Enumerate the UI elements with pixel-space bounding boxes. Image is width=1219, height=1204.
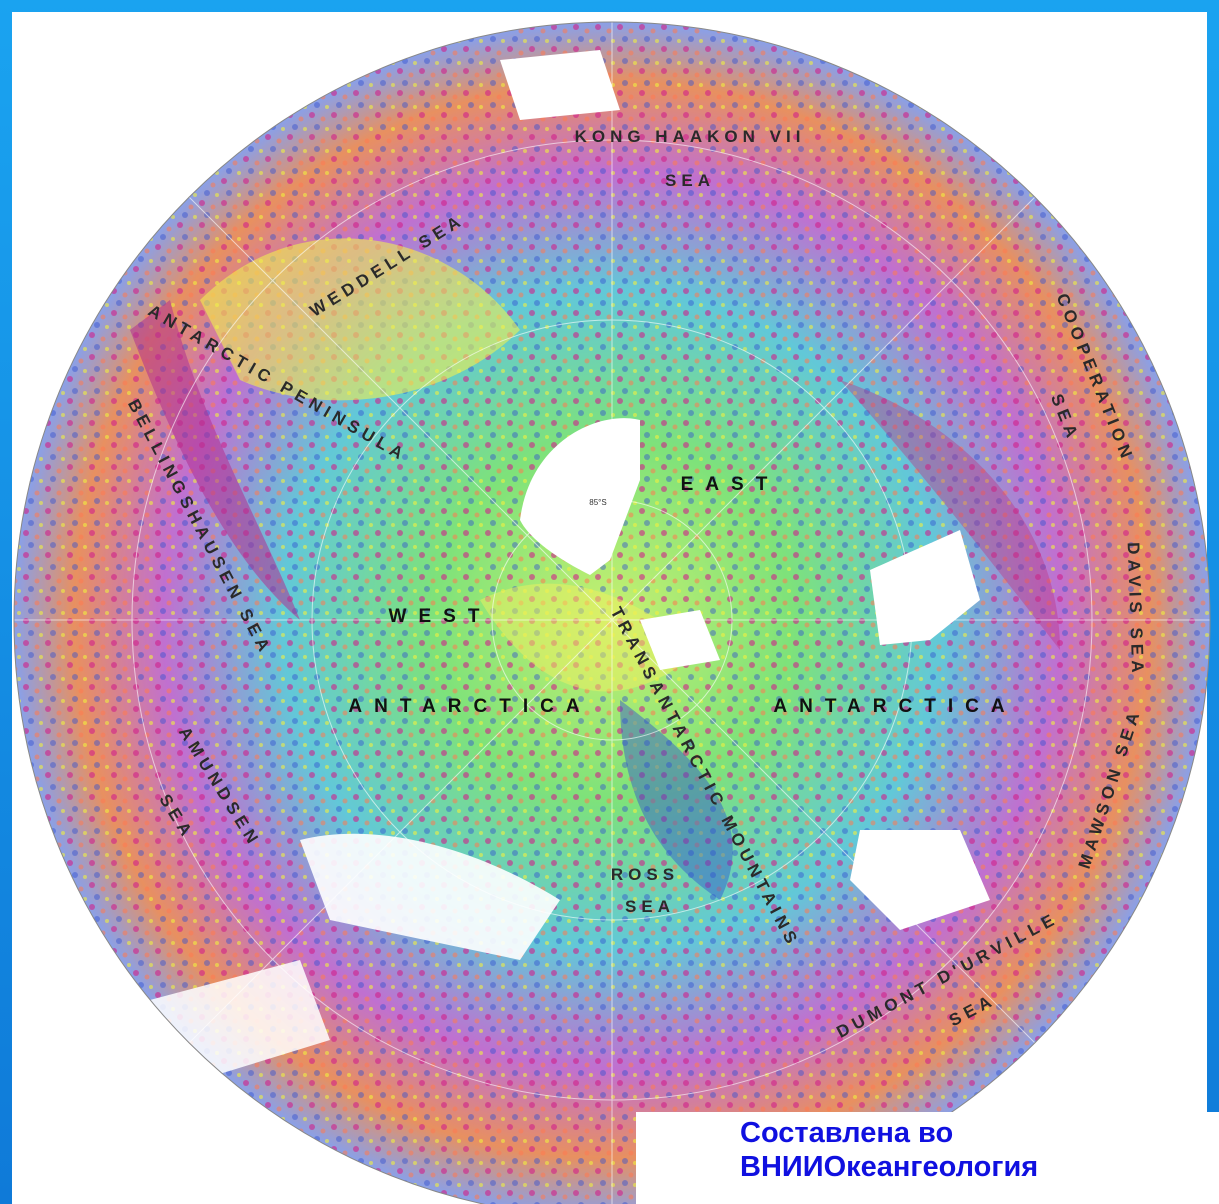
place-label: SEA	[625, 897, 675, 916]
map-border	[13, 21, 1211, 1204]
map-disc	[14, 22, 1210, 1204]
place-label: DAVIS SEA	[1124, 542, 1148, 678]
graticule-label: 85°S	[589, 498, 606, 507]
region-label: ANTARCTICA	[348, 696, 591, 717]
place-label: ROSS	[611, 865, 679, 884]
caption-box	[636, 1112, 1219, 1204]
caption-line: Составлена во	[740, 1117, 953, 1149]
region-label: ANTARCTICA	[773, 696, 1016, 717]
place-label: SEA	[665, 171, 715, 190]
place-label: KONG HAAKON VII	[575, 127, 806, 146]
region-label: WEST	[389, 606, 492, 627]
region-label: EAST	[681, 474, 780, 495]
caption-line: ВНИИОкеангеология	[740, 1151, 1038, 1183]
